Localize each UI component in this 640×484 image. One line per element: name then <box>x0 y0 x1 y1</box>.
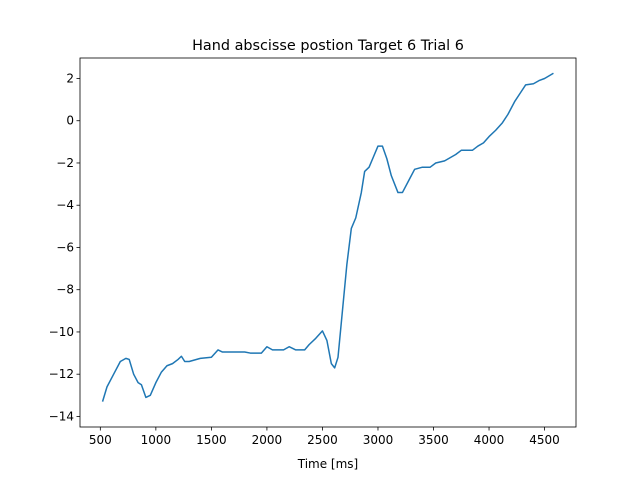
y-tick-label: −12 <box>49 367 74 381</box>
x-tick-label: 1500 <box>196 433 227 447</box>
x-tick-label: 2500 <box>307 433 338 447</box>
x-tick-label: 4000 <box>474 433 505 447</box>
y-tick-label: 2 <box>66 71 74 85</box>
y-tick-label: −2 <box>56 156 74 170</box>
x-tick-label: 4500 <box>529 433 560 447</box>
plot-frame <box>79 57 577 428</box>
data-line <box>101 72 554 402</box>
chart-title: Hand abscisse postion Target 6 Trial 6 <box>192 38 464 54</box>
x-tick-label: 2000 <box>252 433 283 447</box>
y-tick-label: −4 <box>56 198 74 212</box>
y-tick-label: −14 <box>49 409 74 423</box>
x-tick-label: 3500 <box>418 433 449 447</box>
y-tick-label: −6 <box>56 240 74 254</box>
x-tick-label: 500 <box>89 433 112 447</box>
x-tick-label: 1000 <box>141 433 172 447</box>
y-tick-label: 0 <box>66 114 74 128</box>
y-tick-label: −10 <box>49 325 74 339</box>
x-axis-label: Time [ms] <box>297 457 359 471</box>
x-tick-label: 3000 <box>363 433 394 447</box>
y-tick-label: −8 <box>56 283 74 297</box>
